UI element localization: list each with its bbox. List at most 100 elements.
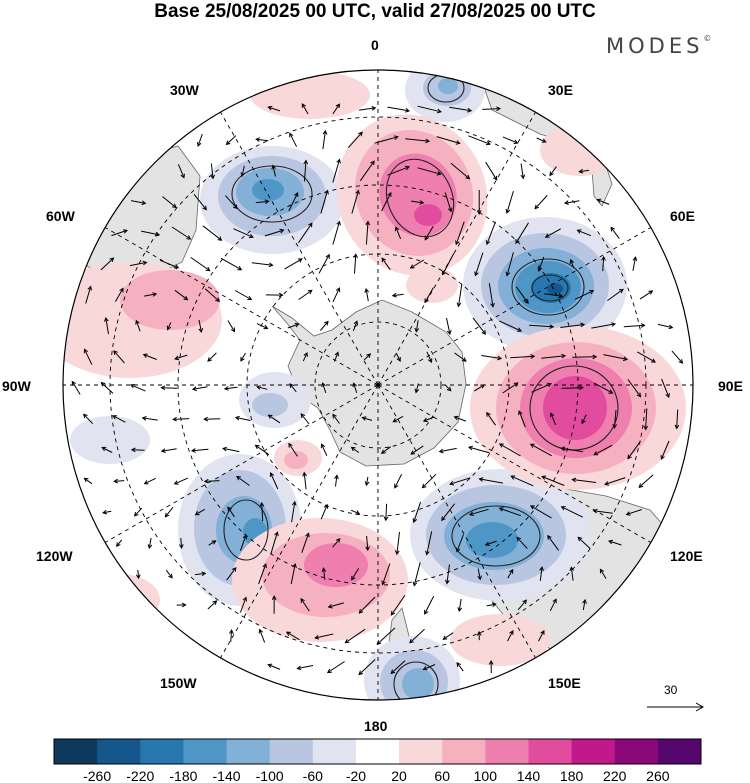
wind-arrow-head (498, 507, 504, 512)
wind-arrow-head (113, 350, 118, 355)
wind-arrow-shaft (353, 383, 358, 393)
wind-arrow-head (640, 323, 646, 328)
wind-arrow-head (492, 175, 498, 181)
wind-arrow-shaft (395, 227, 402, 239)
wind-arrow-head (442, 635, 448, 640)
colorbar-cell (226, 739, 271, 764)
wind-arrow-shaft (302, 352, 308, 362)
wind-arrow-shaft (135, 320, 141, 332)
wind-arrow-head (323, 503, 329, 509)
wind-arrow-head (174, 355, 180, 361)
wind-arrow-shaft (255, 444, 270, 456)
wind-arrow-head (355, 189, 360, 195)
wind-arrow-head (268, 262, 274, 268)
wind-arrow-head (393, 135, 399, 140)
wind-arrow-shaft (239, 597, 247, 613)
wind-arrow-shaft (171, 226, 191, 240)
wind-arrow-head (456, 662, 462, 667)
wind-arrow-shaft (385, 503, 388, 521)
wind-arrow-shaft (301, 533, 310, 553)
wind-arrow-head (258, 628, 264, 634)
colorbar-tick-label: 220 (603, 768, 627, 783)
wind-arrow-head (211, 540, 217, 545)
wind-arrow-shaft (289, 383, 297, 393)
wind-arrow-shaft (608, 540, 622, 546)
lon-label-90e: 90E (718, 378, 743, 394)
wind-arrow-head (210, 174, 215, 180)
wind-arrow-shaft (116, 539, 123, 547)
wind-arrow-head (332, 413, 337, 419)
wind-arrow-shaft (113, 350, 125, 364)
antarctica (271, 299, 467, 467)
wind-arrow-head (601, 255, 606, 261)
wind-arrow-shaft (332, 159, 340, 183)
wind-arrow-shaft (322, 382, 327, 394)
wind-arrow-head (152, 292, 158, 297)
wind-arrow-head (589, 290, 595, 295)
wind-arrow-shaft (390, 594, 406, 616)
wind-arrow-shaft (111, 229, 128, 237)
wind-arrow-head (205, 266, 211, 272)
wind-arrow-head (517, 327, 523, 332)
wind-arrow-shaft (446, 564, 450, 584)
wind-arrow-shaft (268, 106, 281, 112)
wind-arrow-head (83, 477, 89, 483)
wind-arrow-head (344, 638, 350, 644)
wind-arrow-shaft (255, 200, 269, 204)
wind-arrow-head (112, 415, 117, 420)
colorbar-cell (97, 739, 141, 764)
wind-arrow-head (100, 381, 106, 387)
wind-arrow-head (579, 385, 584, 391)
wind-arrow-shaft (599, 569, 607, 579)
wind-arrow-head (505, 208, 511, 214)
wind-arrow-shaft (396, 531, 400, 555)
wind-arrow-head (391, 292, 397, 298)
colorbar-cell (571, 739, 616, 764)
wind-arrow-shaft (225, 195, 238, 209)
wind-arrow-head (485, 140, 491, 146)
wind-arrow-head (133, 511, 139, 517)
wind-arrow-head (255, 137, 260, 142)
wind-arrow-head (223, 386, 229, 391)
wind-arrow-head (203, 478, 209, 484)
wind-arrow-shaft (638, 474, 654, 488)
lon-label-90w: 90W (2, 378, 31, 394)
wind-arrow-head (509, 568, 514, 574)
wind-arrow-shaft (473, 384, 485, 392)
wind-arrow-shaft (469, 508, 489, 516)
wind-arrow-shaft (376, 627, 396, 645)
wind-arrow-shaft (517, 599, 527, 611)
wind-arrow-shaft (506, 190, 514, 214)
wind-arrow-shaft (191, 448, 209, 452)
wind-arrow-head (321, 567, 327, 573)
wind-arrow-head (520, 174, 526, 180)
brand-logo: MODES© (606, 34, 712, 58)
wind-arrow-head (336, 220, 341, 226)
wind-arrow-head (648, 290, 654, 295)
colorbar-tick-label: -220 (126, 768, 154, 783)
wind-arrow-head (593, 451, 599, 456)
colorbar-tick-label: -180 (169, 768, 197, 783)
wind-arrow-head (497, 355, 503, 361)
wind-arrow-shaft (202, 225, 222, 241)
wind-arrow-shaft (561, 387, 583, 389)
wind-arrow-shaft (84, 477, 93, 485)
wind-arrow-head (468, 511, 474, 516)
wind-arrow-shaft (174, 354, 188, 360)
colorbar-tick-label: -260 (83, 768, 111, 783)
wind-arrow-shaft (137, 569, 140, 579)
wind-arrow-head (455, 140, 461, 145)
wind-arrow-shaft (286, 631, 300, 641)
graticule (63, 70, 693, 700)
wind-arrow-shaft (507, 569, 514, 579)
wind-arrow-shaft (443, 632, 454, 640)
wind-arrow-head (441, 516, 446, 522)
wind-arrow-head (467, 107, 473, 113)
colorbar-tick-label: 20 (391, 768, 407, 783)
wind-arrow-shaft (226, 135, 237, 145)
wind-arrow-shaft (593, 382, 613, 394)
wind-arrow-head (164, 512, 170, 518)
wind-arrow-shaft (549, 166, 557, 176)
wind-arrow-head (279, 228, 285, 234)
wind-arrow-shaft (167, 322, 172, 330)
